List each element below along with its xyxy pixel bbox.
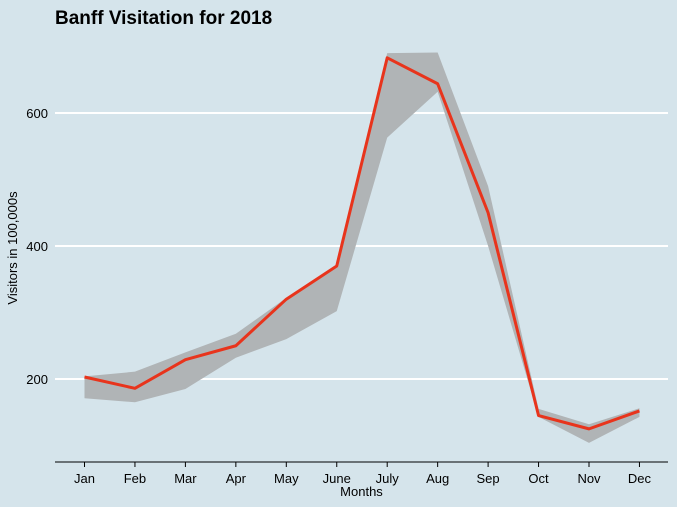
chart-title: Banff Visitation for 2018 [55, 8, 272, 29]
y-tick-label: 600 [26, 106, 48, 121]
x-axis-ticks: Jan Feb Mar Apr May June July Aug Sep Oct Nov Dec [74, 462, 652, 486]
x-tick-label: Apr [226, 471, 247, 486]
y-axis-title: Visitors in 100,000s [5, 191, 20, 305]
series-line [84, 56, 640, 431]
grid-lines [55, 112, 668, 380]
range-band [84, 52, 640, 443]
x-tick-label: May [274, 471, 299, 486]
x-tick-label: Dec [628, 471, 652, 486]
x-tick-label: Sep [477, 471, 500, 486]
x-tick-label: Feb [124, 471, 146, 486]
x-axis-title: Months [340, 484, 383, 499]
y-tick-label: 400 [26, 239, 48, 254]
x-tick-label: Nov [577, 471, 601, 486]
x-tick-label: June [323, 471, 351, 486]
y-tick-label: 200 [26, 372, 48, 387]
x-tick-label: Mar [174, 471, 197, 486]
x-tick-label: July [376, 471, 400, 486]
y-axis-ticks: 200 400 600 [26, 106, 48, 387]
x-tick-label: Jan [74, 471, 95, 486]
x-tick-label: Oct [528, 471, 549, 486]
x-tick-label: Aug [426, 471, 449, 486]
